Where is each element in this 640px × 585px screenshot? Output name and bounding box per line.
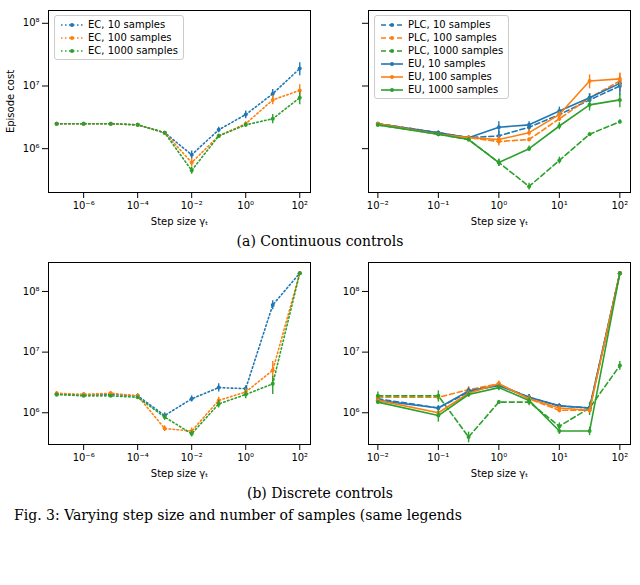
- svg-text:10⁷: 10⁷: [343, 346, 360, 357]
- html-text:PLC, 100 samples: PLC, 100 samples: [408, 32, 497, 43]
- svg-text:10²: 10²: [291, 452, 308, 463]
- svg-text:Step size γₜ: Step size γₜ: [151, 216, 208, 227]
- html-text:PLC, 10 samples: PLC, 10 samples: [408, 19, 491, 30]
- svg-text:10⁸: 10⁸: [343, 286, 360, 297]
- svg-text:Step size γₜ: Step size γₜ: [471, 216, 528, 227]
- html-text:EU, 1000 samples: EU, 1000 samples: [408, 84, 499, 95]
- svg-text:10⁰: 10⁰: [490, 452, 507, 463]
- html-text:Fig. 3: Varying step size and: Fig. 3: Varying step size and number of …: [14, 507, 462, 523]
- svg-text:10⁸: 10⁸: [23, 286, 40, 297]
- svg-text:10²: 10²: [611, 452, 628, 463]
- svg-text:10⁰: 10⁰: [237, 200, 254, 211]
- html-text:EC, 100 samples: EC, 100 samples: [88, 32, 172, 43]
- html-text:PLC, 1000 samples: PLC, 1000 samples: [408, 45, 504, 56]
- svg-text:10⁷: 10⁷: [23, 80, 40, 91]
- html-text:EU, 100 samples: EU, 100 samples: [408, 71, 492, 82]
- svg-text:Step size γₜ: Step size γₜ: [471, 468, 528, 479]
- svg-text:10⁻¹: 10⁻¹: [427, 200, 449, 211]
- html-text:EC, 10 samples: EC, 10 samples: [88, 19, 166, 30]
- html-text:EU, 10 samples: EU, 10 samples: [408, 58, 486, 69]
- svg-text:10⁰: 10⁰: [237, 452, 254, 463]
- html-text:(a) Continuous controls: (a) Continuous controls: [236, 233, 404, 249]
- svg-text:10⁻⁶: 10⁻⁶: [73, 200, 95, 211]
- svg-text:10⁻²: 10⁻²: [367, 200, 389, 211]
- svg-text:Episode cost: Episode cost: [5, 70, 16, 133]
- svg-text:10²: 10²: [611, 200, 628, 211]
- svg-text:10¹: 10¹: [551, 452, 568, 463]
- svg-text:10⁶: 10⁶: [23, 407, 40, 418]
- svg-text:10⁻⁴: 10⁻⁴: [127, 200, 149, 211]
- svg-text:10⁻⁶: 10⁻⁶: [73, 452, 95, 463]
- svg-text:10⁶: 10⁶: [23, 143, 40, 154]
- svg-text:10⁰: 10⁰: [490, 200, 507, 211]
- svg-text:10⁻²: 10⁻²: [367, 452, 389, 463]
- svg-text:10¹: 10¹: [551, 200, 568, 211]
- svg-text:Step size γₜ: Step size γₜ: [151, 468, 208, 479]
- svg-text:10⁻²: 10⁻²: [181, 452, 203, 463]
- html-text:EC, 1000 samples: EC, 1000 samples: [88, 45, 178, 56]
- svg-text:10⁶: 10⁶: [343, 407, 360, 418]
- svg-text:10⁻¹: 10⁻¹: [427, 452, 449, 463]
- svg-text:10⁻²: 10⁻²: [181, 200, 203, 211]
- svg-text:10⁸: 10⁸: [23, 17, 40, 28]
- html-text:(b) Discrete controls: (b) Discrete controls: [246, 485, 393, 501]
- svg-text:10²: 10²: [291, 200, 308, 211]
- svg-text:10⁷: 10⁷: [23, 346, 40, 357]
- svg-text:10⁻⁴: 10⁻⁴: [127, 452, 149, 463]
